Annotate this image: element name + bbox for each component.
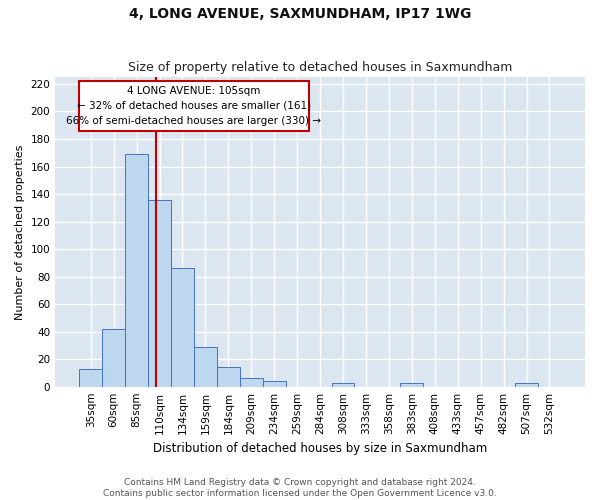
Bar	[515, 382, 538, 386]
Bar	[171, 268, 194, 386]
Bar	[194, 347, 217, 387]
Title: Size of property relative to detached houses in Saxmundham: Size of property relative to detached ho…	[128, 62, 512, 74]
Text: 4, LONG AVENUE, SAXMUNDHAM, IP17 1WG: 4, LONG AVENUE, SAXMUNDHAM, IP17 1WG	[129, 8, 471, 22]
Text: 4 LONG AVENUE: 105sqm
← 32% of detached houses are smaller (161)
66% of semi-det: 4 LONG AVENUE: 105sqm ← 32% of detached …	[67, 86, 322, 126]
Bar	[102, 329, 125, 386]
Bar	[332, 382, 355, 386]
Bar	[263, 381, 286, 386]
Bar	[125, 154, 148, 386]
FancyBboxPatch shape	[79, 81, 308, 130]
X-axis label: Distribution of detached houses by size in Saxmundham: Distribution of detached houses by size …	[153, 442, 487, 455]
Bar	[240, 378, 263, 386]
Bar	[148, 200, 171, 386]
Text: Contains HM Land Registry data © Crown copyright and database right 2024.
Contai: Contains HM Land Registry data © Crown c…	[103, 478, 497, 498]
Bar	[400, 382, 423, 386]
Y-axis label: Number of detached properties: Number of detached properties	[15, 144, 25, 320]
Bar	[79, 369, 102, 386]
Bar	[217, 368, 240, 386]
